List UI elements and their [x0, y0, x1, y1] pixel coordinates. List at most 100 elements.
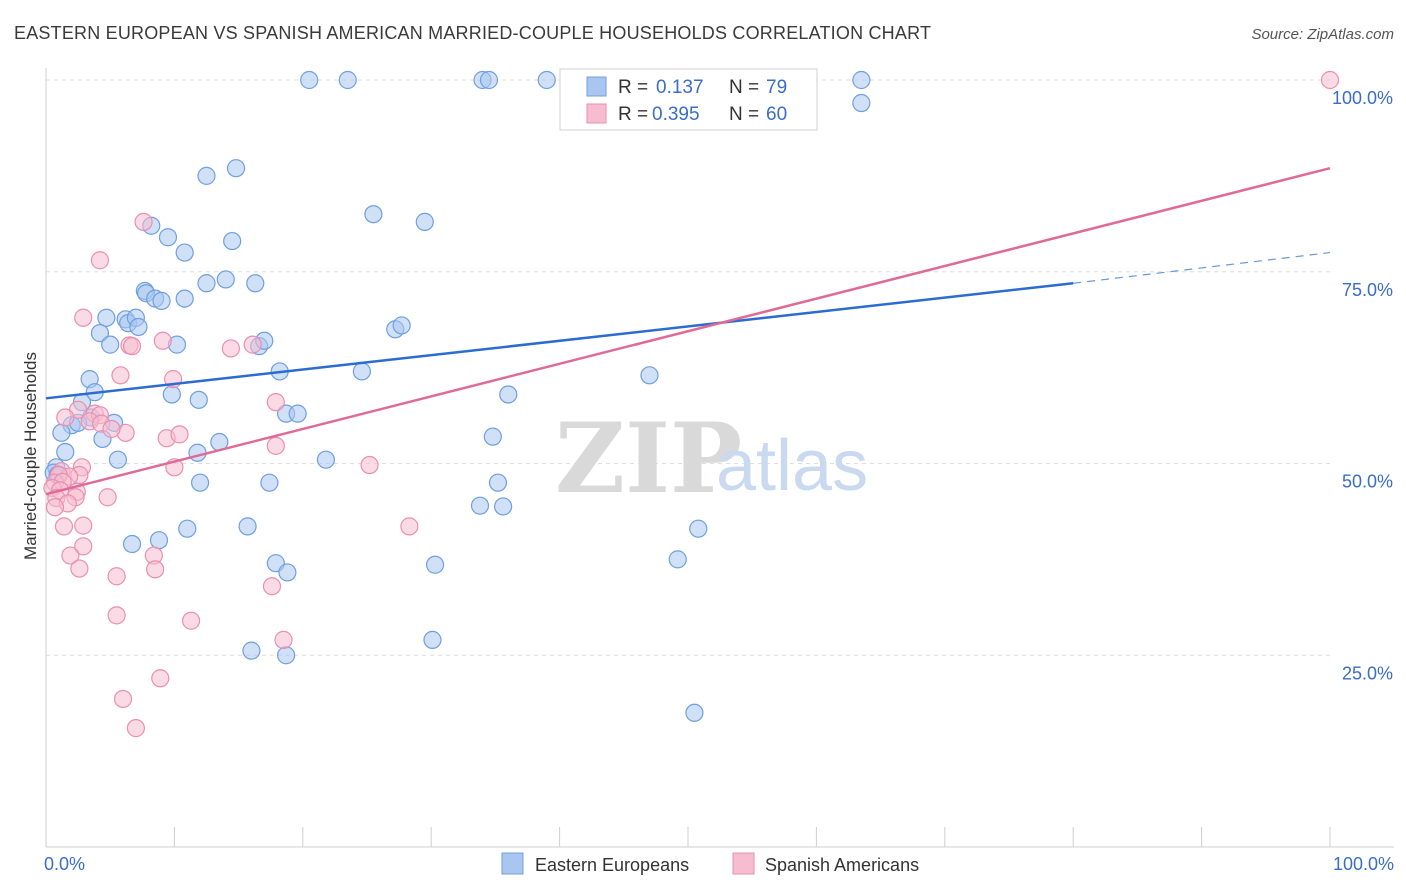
data-point-eastern-23: [97, 308, 116, 327]
data-point-spanish-48: [107, 567, 126, 586]
data-point-spanish-2: [90, 251, 110, 270]
data-point-eastern-22: [175, 289, 194, 308]
bottom-legend-swatch-spanish: [732, 852, 755, 875]
watermark: ZIP atlas: [555, 402, 868, 515]
y-tick-label-1: 75.0%: [1342, 280, 1393, 300]
data-point-spanish-36: [98, 488, 117, 507]
data-point-spanish-50: [107, 606, 126, 625]
data-point-eastern-75: [423, 630, 442, 650]
trend-line-eastern: [45, 282, 1074, 400]
bottom-legend: Eastern Europeans Spanish Americans: [501, 852, 919, 875]
data-point-eastern-3: [479, 70, 499, 90]
bottom-legend-label-eastern: Eastern Europeans: [535, 855, 689, 875]
data-point-spanish-51: [181, 611, 201, 630]
watermark-zip: ZIP: [555, 402, 742, 515]
trend-line-spanish: [45, 166, 1331, 496]
y-axis-label: Married-couple Households: [21, 352, 40, 560]
data-point-eastern-62: [260, 473, 279, 492]
data-point-eastern-4: [537, 70, 556, 90]
trend-line-eastern-extrapolated: [1073, 251, 1331, 284]
data-point-eastern-42: [499, 385, 518, 404]
data-point-spanish-5: [221, 339, 240, 358]
data-point-eastern-8: [226, 159, 246, 178]
data-point-spanish-46: [146, 560, 165, 579]
data-point-eastern-5: [852, 70, 871, 90]
legend-r-label-eastern: R =: [618, 77, 648, 98]
y-tick-label-3: 25.0%: [1342, 663, 1393, 683]
legend-n-label-eastern: N =: [729, 77, 759, 98]
data-point-spanish-22: [266, 436, 285, 455]
data-point-eastern-58: [316, 450, 336, 469]
data-point-eastern-31: [101, 335, 120, 354]
data-point-spanish-8: [122, 337, 142, 356]
data-point-spanish-3: [74, 308, 93, 327]
data-point-eastern-50: [52, 423, 71, 442]
data-point-eastern-69: [149, 531, 169, 550]
data-point-eastern-67: [238, 517, 257, 536]
data-point-spanish-21: [170, 425, 189, 444]
data-point-eastern-77: [277, 646, 296, 665]
bottom-legend-label-spanish: Spanish Americans: [765, 855, 919, 875]
data-point-eastern-63: [488, 473, 508, 492]
data-point-eastern-46: [288, 404, 307, 423]
data-point-eastern-76: [242, 641, 261, 660]
data-point-eastern-54: [188, 443, 207, 462]
data-point-eastern-57: [108, 450, 128, 469]
data-point-eastern-14: [175, 243, 194, 262]
data-point-spanish-19: [102, 419, 121, 439]
data-point-eastern-37: [640, 366, 659, 385]
data-point-spanish-6: [243, 335, 262, 354]
data-point-eastern-41: [189, 390, 208, 409]
legend-r-value-spanish: 0.395: [652, 104, 700, 125]
legend-box: R = 0.137 N = 79 R = 0.395 N = 60: [559, 68, 818, 131]
data-point-spanish-15: [56, 408, 75, 427]
data-point-eastern-13: [223, 231, 242, 251]
data-point-eastern-6: [852, 93, 871, 113]
data-point-spanish-1: [134, 212, 153, 231]
legend-n-value-spanish: 60: [766, 104, 787, 125]
data-point-spanish-23: [360, 455, 379, 475]
bottom-legend-swatch-eastern: [501, 852, 524, 875]
trend-lines: [45, 166, 1331, 496]
data-point-spanish-53: [151, 669, 170, 688]
data-point-eastern-16: [216, 270, 235, 289]
data-point-spanish-4: [153, 331, 172, 350]
data-point-eastern-74: [425, 555, 445, 574]
data-point-eastern-0: [300, 70, 319, 90]
data-point-eastern-9: [364, 205, 383, 224]
legend-n-label-spanish: N =: [729, 104, 759, 125]
data-point-spanish-9: [111, 366, 130, 385]
data-point-eastern-61: [190, 473, 210, 492]
data-point-spanish-49: [262, 577, 282, 596]
x-tick-label-min: 0.0%: [44, 854, 85, 874]
data-point-eastern-12: [158, 228, 178, 247]
data-point-spanish-47: [70, 559, 89, 578]
data-point-eastern-15: [197, 274, 216, 293]
chart-source: Source: ZipAtlas.com: [1251, 26, 1394, 43]
data-point-eastern-65: [178, 519, 197, 538]
data-point-eastern-70: [122, 534, 142, 554]
data-point-eastern-72: [668, 550, 687, 569]
data-point-eastern-10: [415, 212, 434, 231]
data-point-spanish-42: [400, 517, 419, 536]
data-point-eastern-66: [494, 497, 513, 516]
data-point-spanish-54: [113, 689, 133, 709]
x-tick-label-max: 100.0%: [1333, 854, 1394, 874]
y-tick-label-2: 50.0%: [1342, 472, 1393, 492]
data-point-eastern-36: [352, 362, 371, 381]
data-point-spanish-0: [1320, 70, 1340, 90]
data-point-eastern-78: [685, 703, 704, 722]
data-point-spanish-41: [74, 516, 93, 535]
legend-swatch-spanish: [586, 103, 607, 124]
data-point-eastern-17: [246, 274, 265, 293]
chart-title: EASTERN EUROPEAN VS SPANISH AMERICAN MAR…: [14, 23, 931, 43]
data-point-eastern-40: [162, 385, 181, 404]
data-point-eastern-29: [392, 316, 411, 335]
data-point-spanish-45: [61, 546, 80, 565]
data-point-spanish-55: [126, 719, 145, 738]
data-point-spanish-43: [74, 537, 93, 556]
data-point-eastern-1: [338, 70, 357, 90]
watermark-atlas: atlas: [716, 426, 868, 506]
data-point-eastern-55: [56, 442, 75, 462]
data-point-eastern-21: [152, 291, 171, 310]
